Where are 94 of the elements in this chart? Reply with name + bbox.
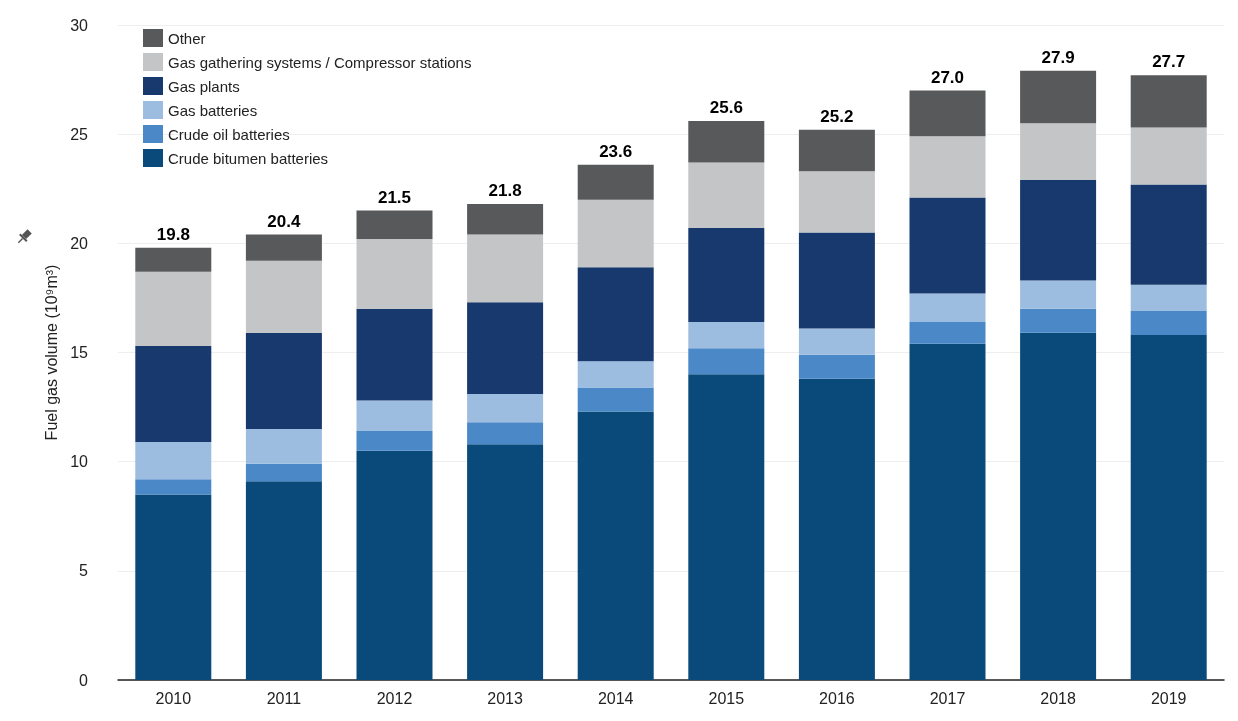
x-tick-label: 2017 [929,689,966,707]
bar [1020,308,1097,333]
y-axis-title: Fuel gas volume (10⁹m³) [42,264,60,441]
x-tick-label: 2015 [708,689,745,707]
x-tick-label: 2011 [266,689,302,707]
y-tick-label: 30 [70,16,89,34]
bar [245,463,322,482]
y-tick-label: 15 [70,344,89,361]
legend-label: Crude bitumen batteries [168,149,329,167]
bar [1130,284,1207,312]
bar [688,321,765,349]
bar [909,321,986,344]
y-tick-label: 5 [79,562,89,580]
bar [798,378,875,680]
bar [1020,70,1097,124]
bar [467,234,544,303]
y-tick-label: 10 [70,453,89,471]
bar [909,197,986,294]
bar [467,302,544,394]
total-label: 27.7 [1152,52,1186,72]
bar [688,374,765,680]
bar [1130,184,1207,285]
bar [135,271,212,346]
y-tick-label: 25 [70,125,89,143]
bar [688,228,765,322]
bar [245,260,322,333]
bar [1130,75,1207,128]
bar [1020,123,1097,181]
bar [798,129,875,172]
bar [577,199,654,268]
bar [467,204,544,235]
bar [135,442,212,480]
bar [245,481,322,680]
x-tick-label: 2010 [155,689,192,707]
bar [356,238,433,309]
bar [467,444,544,680]
bar [577,387,654,412]
bar [909,90,986,137]
bar [798,232,875,329]
bar [798,354,875,379]
bar [356,308,433,401]
x-tick-label: 2013 [487,689,523,707]
bar [1020,180,1097,281]
bar [1020,280,1097,309]
y-tick-label: 0 [79,671,89,689]
bar [1130,311,1207,336]
bar [798,171,875,233]
legend-label: Other [168,29,206,47]
total-label: 27.0 [930,67,965,87]
bar [135,479,212,495]
bar [356,210,433,239]
bar [1020,332,1097,680]
x-tick-label: 2014 [597,689,634,707]
bar [577,411,654,680]
bar [1130,127,1207,185]
total-label: 27.9 [1041,47,1075,67]
bar [688,348,765,375]
bar [1130,335,1207,680]
bar [135,494,212,680]
total-label: 23.6 [599,141,633,161]
total-label: 25.2 [820,106,854,126]
x-tick-label: 2019 [1150,689,1187,707]
bar [356,431,433,451]
legend-label: Crude oil batteries [168,125,290,143]
bar [467,422,544,445]
x-tick-label: 2012 [376,689,413,707]
bar [577,361,654,388]
y-tick-label: 20 [70,234,89,252]
bar [909,136,986,198]
bar [577,267,654,362]
bar [135,247,212,272]
bar [577,164,654,200]
bar [245,428,322,464]
legend-label: Gas gathering systems / Compressor stations [168,53,472,71]
bar [135,345,212,443]
bar [245,234,322,261]
x-tick-label: 2018 [1040,689,1076,707]
bar [467,393,544,423]
bar [356,400,433,432]
total-label: 21.8 [488,181,522,201]
bar [688,162,765,229]
x-tick-label: 2016 [819,689,855,707]
legend-label: Gas plants [168,77,240,95]
bar [688,121,765,163]
total-label: 19.8 [156,224,190,244]
bar [245,332,322,429]
bar [356,450,433,680]
total-label: 20.4 [267,211,301,231]
legend-label: Gas batteries [168,101,258,119]
bar [798,328,875,355]
bar [909,293,986,322]
total-label: 25.6 [709,98,743,118]
bar [909,343,986,680]
total-label: 21.5 [377,187,412,207]
